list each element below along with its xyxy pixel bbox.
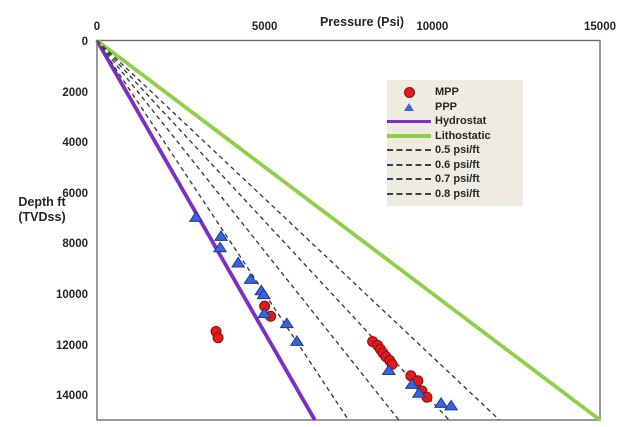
mpp-marker-icon: [403, 86, 415, 98]
legend-label: PPP: [435, 100, 458, 113]
dashed-line-icon: [387, 163, 431, 166]
series-line-0-5-psi-ft: [96, 40, 350, 421]
series-line-lithostatic: [95, 38, 602, 422]
dashed-line-icon: [387, 178, 431, 181]
ppp-marker-icon: [387, 102, 431, 111]
x-tick-label: 5000: [251, 21, 278, 33]
ppp-point: [188, 210, 204, 222]
ppp-point: [279, 317, 294, 329]
y-tick-label: 8000: [62, 238, 88, 251]
ppp-point: [256, 288, 271, 300]
lithostatic-line-icon: [387, 134, 431, 138]
dashed-line-icon: [387, 149, 431, 152]
legend-label: 0.5 psi/ft: [435, 144, 480, 157]
y-tick-label: 2000: [62, 86, 88, 99]
ppp-point: [213, 229, 229, 241]
legend-label: Lithostatic: [435, 129, 491, 142]
hydrostat-line-icon: [387, 119, 431, 123]
hydrostat-line-icon: [387, 119, 431, 123]
legend-item-ppp: PPP: [387, 100, 523, 115]
legend-label: 0.6 psi/ft: [435, 158, 480, 171]
ppp-point: [411, 386, 427, 398]
series-line-0-8-psi-ft: [96, 39, 500, 421]
y-axis-title-line1: Depth ft: [18, 195, 66, 209]
dashed-line-icon: [387, 192, 431, 195]
ppp-point: [381, 364, 396, 375]
ppp-marker-icon: [404, 102, 414, 111]
mpp-marker-icon: [387, 86, 431, 98]
x-tick-label: 10000: [416, 21, 449, 33]
ppp-point: [433, 396, 449, 408]
legend-item-lithostatic: Lithostatic: [387, 129, 523, 144]
y-tick-label: 14000: [56, 390, 88, 403]
legend-item-0-7-psi-ft: 0.7 psi/ft: [387, 172, 523, 187]
dashed-line-icon: [387, 149, 431, 152]
ppp-point: [443, 399, 459, 411]
lithostatic-line-icon: [387, 134, 431, 138]
plot-border: [96, 39, 601, 421]
legend-item-0-8-psi-ft: 0.8 psi/ft: [387, 187, 523, 202]
ppp-point: [289, 334, 304, 346]
legend-label: 0.7 psi/ft: [435, 173, 480, 186]
x-axis-title: Pressure (Psi): [319, 15, 405, 29]
ppp-point: [243, 272, 258, 284]
series-line-0-6-psi-ft: [96, 40, 400, 421]
dashed-line-icon: [387, 192, 431, 195]
ppp-point: [404, 377, 420, 389]
series-line-hydrostat: [95, 39, 317, 421]
dashed-line-icon: [387, 163, 431, 166]
y-axis-title: Depth ft (TVDss): [6, 195, 78, 225]
legend-item-0-6-psi-ft: 0.6 psi/ft: [387, 158, 523, 173]
ppp-point: [257, 307, 272, 319]
ppp-point: [231, 256, 246, 268]
dashed-line-icon: [387, 178, 431, 181]
x-tick-label: 15000: [584, 21, 616, 33]
y-tick-label: 4000: [62, 137, 88, 150]
legend-item-hydrostat: Hydrostat: [387, 114, 523, 129]
y-tick-label: 0: [81, 36, 88, 48]
legend-label: Hydrostat: [435, 115, 487, 128]
ppp-point: [212, 241, 228, 253]
legend-label: MPP: [435, 86, 459, 99]
legend-label: 0.8 psi/ft: [435, 187, 480, 200]
x-tick-label: 0: [93, 21, 101, 33]
y-tick-label: 12000: [56, 339, 88, 352]
y-tick-label: 6000: [62, 187, 88, 200]
legend: MPP PPP Hydrostat Lithostatic 0.5 psi/ft 0.6 …: [387, 80, 523, 206]
y-axis-title-line2: (TVDss): [18, 210, 66, 224]
y-tick-label: 10000: [56, 289, 88, 301]
legend-item-mpp: MPP: [387, 85, 523, 100]
mpp-point: [212, 332, 224, 344]
legend-item-0-5-psi-ft: 0.5 psi/ft: [387, 143, 523, 158]
series-line-0-7-psi-ft: [96, 40, 450, 421]
